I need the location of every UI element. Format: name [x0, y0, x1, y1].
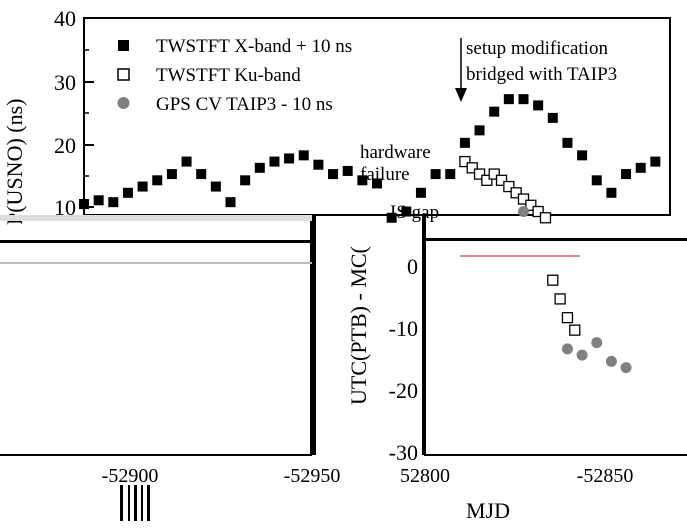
annotation-arrow-head: [455, 88, 467, 102]
data-point-series-1-3: [481, 174, 493, 186]
data-point-series-0-14: [284, 153, 295, 164]
data-point-series-0-8: [196, 169, 207, 180]
legend-marker-x-band: [118, 40, 129, 51]
data-point-series-0-31: [533, 100, 544, 111]
data-point-series-0-15: [298, 150, 309, 161]
data-point-series-1-13: [554, 293, 566, 305]
annotation-bridged: bridged with TAIP3: [466, 64, 617, 85]
data-point-series-1-4: [488, 168, 500, 180]
data-point-series-0-28: [489, 106, 500, 117]
data-point-series-0-22: [401, 206, 412, 217]
data-point-series-1-10: [532, 205, 544, 218]
data-point-series-0-1: [93, 195, 104, 206]
data-point-series-0-32: [547, 112, 558, 123]
data-point-series-0-7: [181, 156, 192, 167]
y-axis-title: P(USNO) (ns): [2, 99, 27, 226]
data-point-series-0-3: [122, 187, 133, 198]
x-tick-label-52950: -52950: [284, 465, 341, 487]
data-point-series-1-6: [503, 180, 515, 193]
data-point-series-0-12: [254, 162, 265, 173]
data-point-series-1-7: [510, 187, 522, 199]
annotation-failure: failure: [360, 164, 410, 185]
data-point-series-0-9: [210, 181, 221, 192]
data-point-series-0-13: [269, 156, 280, 167]
data-point-series-0-26: [459, 137, 470, 148]
y2-tick-label-neg30: -30: [389, 440, 418, 465]
x-tick-label-52850: -52850: [577, 465, 634, 487]
legend-label-x-band: TWSTFT X-band + 10 ns: [156, 36, 352, 57]
data-point-series-0-37: [621, 169, 632, 180]
y-tick-label-20: 20: [54, 133, 76, 158]
data-point-series-1-8: [517, 193, 530, 205]
data-point-series-0-21: [386, 212, 397, 223]
data-marks: [79, 94, 661, 374]
y2-tick-label-0: 0: [407, 254, 418, 279]
y-tick-label-10: 10: [54, 195, 76, 220]
data-point-series-1-1: [466, 162, 478, 174]
data-point-series-1-9: [525, 199, 537, 211]
data-point-series-0-6: [166, 169, 177, 180]
data-point-series-0-16: [313, 159, 324, 170]
y-tick-marks: [84, 17, 94, 208]
plot-frame: [83, 17, 671, 216]
y-tick-label-30: 30: [54, 70, 76, 95]
data-point-series-1-5: [495, 174, 508, 186]
data-point-series-0-29: [503, 94, 514, 105]
data-point-series-0-20: [372, 178, 382, 189]
data-point-series-1-11: [539, 212, 552, 224]
data-point-series-0-17: [328, 169, 339, 180]
data-point-series-2-5: [620, 362, 632, 374]
middle-black-bar: [310, 215, 316, 455]
data-point-series-0-38: [635, 162, 646, 173]
scan-artifact-stripes: [120, 485, 150, 521]
data-point-series-0-10: [225, 197, 236, 208]
data-point-series-1-0: [459, 155, 471, 168]
data-point-series-2-3: [591, 337, 603, 349]
data-point-series-1-14: [561, 312, 574, 324]
data-point-series-0-33: [562, 137, 573, 148]
data-point-series-0-24: [430, 169, 441, 180]
legend-marker-gps: [117, 97, 130, 109]
scan-glitch-band: [0, 215, 687, 264]
data-point-series-0-35: [591, 175, 602, 186]
legend: TWSTFT X-band + 10 ns TWSTFT Ku-band GPS…: [117, 36, 352, 115]
legend-label-ku-band: TWSTFT Ku-band: [156, 65, 301, 86]
data-point-series-0-4: [137, 181, 148, 192]
data-point-series-0-19: [357, 175, 368, 186]
data-point-series-0-27: [474, 125, 485, 136]
data-point-series-0-39: [650, 156, 661, 167]
data-point-series-1-15: [569, 324, 581, 336]
data-point-series-2-4: [605, 355, 617, 367]
data-point-series-0-30: [518, 94, 529, 105]
data-point-series-0-0: [79, 199, 89, 210]
data-point-series-0-34: [577, 150, 588, 161]
y-tick-label-40: 40: [54, 6, 76, 31]
legend-marker-ku-band: [117, 68, 130, 81]
data-point-series-2-1: [561, 343, 573, 355]
data-point-series-1-12: [547, 274, 559, 286]
data-point-series-0-5: [152, 175, 163, 186]
data-point-series-1-2: [473, 168, 486, 180]
data-point-series-2-2: [576, 349, 588, 361]
x-tick-label-52900: -52900: [102, 465, 159, 487]
data-point-series-2-0: [518, 206, 529, 218]
data-point-series-0-11: [240, 175, 251, 186]
y2-tick-label-neg20: -20: [389, 378, 418, 403]
annotation-is-gap: IS gap: [390, 202, 439, 223]
legend-label-gps: GPS CV TAIP3 - 10 ns: [156, 94, 333, 115]
annotation-setup-modification: setup modification: [466, 38, 608, 59]
data-point-series-0-23: [415, 187, 426, 198]
data-point-series-0-36: [606, 187, 617, 198]
x-tick-label-52800: 52800: [400, 465, 450, 487]
annotation-hardware: hardware: [360, 142, 431, 163]
data-point-series-0-2: [108, 197, 119, 208]
y2-tick-label-neg10: -10: [389, 316, 418, 341]
data-point-series-0-18: [342, 165, 353, 176]
x-axis-title: MJD: [466, 498, 510, 523]
data-point-series-0-25: [445, 169, 456, 180]
y2-axis-title: UTC(PTB) - MC(: [346, 246, 371, 405]
